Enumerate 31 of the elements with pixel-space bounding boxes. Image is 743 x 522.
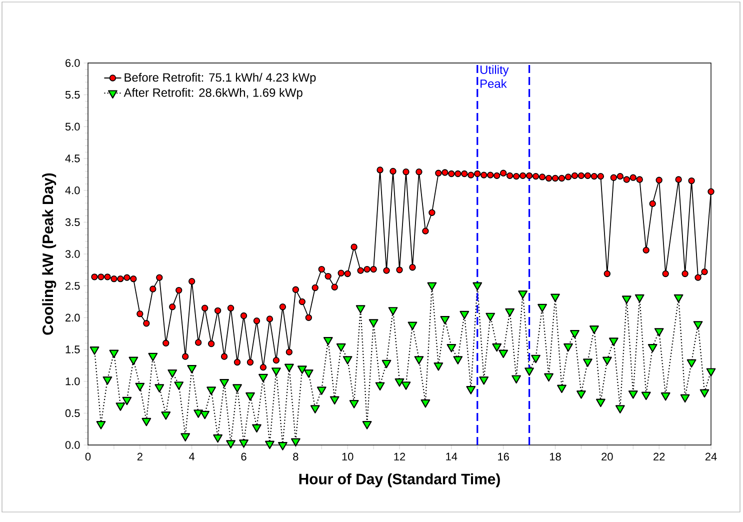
x-tick-label: 12	[394, 452, 406, 460]
x-tick-label: 20	[602, 452, 613, 461]
y-tick-label: 1.0	[66, 377, 80, 386]
y-axis-title: Cooling kW (Peak Day)	[42, 173, 56, 335]
y-tick-label: 6.0	[66, 59, 80, 67]
x-tick-label: 2	[137, 452, 142, 460]
y-tick-label: 3.5	[65, 218, 80, 226]
y-tick-label: 3.0	[65, 250, 80, 258]
y-tick-label: 0.5	[65, 409, 80, 418]
x-tick-label: 0	[85, 452, 91, 461]
x-tick-label: 14	[446, 452, 458, 460]
x-tick-label: 6	[241, 452, 246, 461]
y-tick-label: 4.5	[65, 154, 80, 162]
y-tick-label: 5.0	[65, 122, 80, 131]
y-tick-label: 2.5	[66, 282, 80, 290]
y-tick-label: 1.5	[66, 346, 80, 354]
x-tick-label: 16	[498, 452, 509, 461]
y-tick-label: 5.5	[65, 91, 80, 99]
x-tick-label: 4	[189, 452, 195, 460]
y-tick-label: 2.0	[66, 314, 80, 322]
x-tick-label: 8	[293, 452, 298, 461]
x-tick-label: 22	[654, 452, 665, 460]
x-tick-label: 18	[550, 452, 561, 461]
ref-line-label: Utility Peak	[480, 65, 509, 88]
legend-label: Before Retrofit: 75.1 kWh/ 4.23 kWp	[124, 72, 316, 84]
x-axis-title: Hour of Day (Standard Time)	[299, 473, 500, 488]
y-tick-label: 0.0	[65, 441, 80, 449]
x-tick-label: 10	[342, 452, 354, 461]
legend-label: After Retrofit: 28.6kWh, 1.69 kWp	[124, 88, 302, 100]
x-tick-label: 24	[705, 452, 717, 460]
y-tick-label: 4.0	[65, 186, 80, 194]
